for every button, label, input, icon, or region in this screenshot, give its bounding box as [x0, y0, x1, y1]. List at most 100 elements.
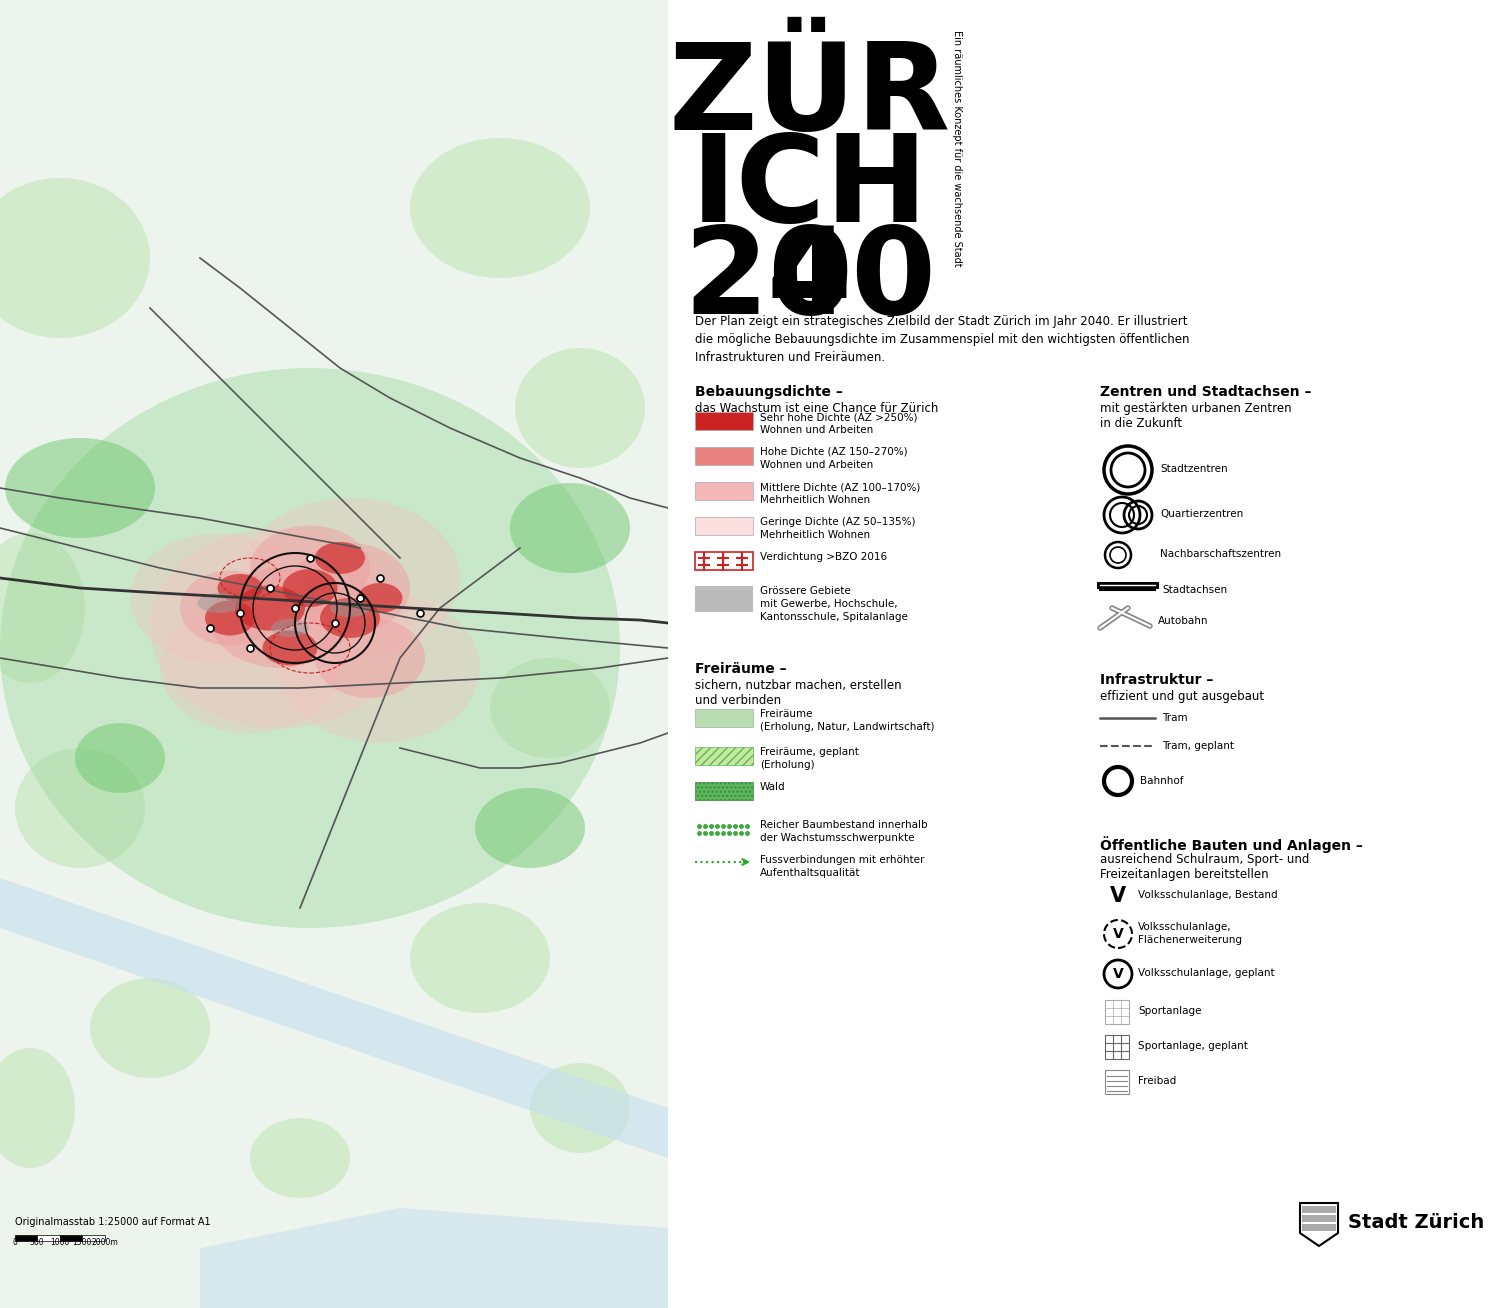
Ellipse shape: [150, 528, 410, 729]
Bar: [1106, 1035, 1130, 1059]
Text: Fussverbindungen mit erhöhter: Fussverbindungen mit erhöhter: [760, 855, 924, 865]
Polygon shape: [1300, 1203, 1338, 1247]
Bar: [15, 1235, 38, 1241]
Ellipse shape: [290, 543, 410, 633]
Text: Verdichtung >BZO 2016: Verdichtung >BZO 2016: [760, 552, 886, 562]
Text: Volksschulanlage, geplant: Volksschulanlage, geplant: [1138, 968, 1275, 978]
Text: Bebauungsdichte –: Bebauungsdichte –: [694, 385, 843, 399]
Text: Freizeitanlagen bereitstellen: Freizeitanlagen bereitstellen: [1100, 869, 1269, 882]
Bar: [1106, 1070, 1130, 1093]
Ellipse shape: [476, 787, 585, 869]
Ellipse shape: [15, 748, 146, 869]
Ellipse shape: [75, 723, 165, 793]
Text: Infrastrukturen und Freiräumen.: Infrastrukturen und Freiräumen.: [694, 351, 885, 364]
Text: Autobahn: Autobahn: [1158, 616, 1209, 627]
Text: Freiräume, geplant: Freiräume, geplant: [760, 747, 859, 757]
Text: Originalmasstab 1:25000 auf Format A1: Originalmasstab 1:25000 auf Format A1: [15, 1216, 210, 1227]
Polygon shape: [200, 1209, 668, 1308]
Bar: [1302, 1206, 1336, 1213]
Ellipse shape: [282, 569, 338, 607]
Text: Hohe Dichte (AZ 150–270%): Hohe Dichte (AZ 150–270%): [760, 447, 908, 456]
Text: V: V: [1113, 967, 1124, 981]
Text: Mehrheitlich Wohnen: Mehrheitlich Wohnen: [760, 530, 870, 540]
Ellipse shape: [4, 438, 154, 538]
Ellipse shape: [320, 598, 380, 638]
Text: Volksschulanlage,: Volksschulanlage,: [1138, 922, 1232, 933]
Text: V: V: [1113, 927, 1124, 940]
Ellipse shape: [357, 583, 402, 613]
Bar: [694, 709, 753, 727]
Text: Sehr hohe Dichte (AZ >250%): Sehr hohe Dichte (AZ >250%): [760, 412, 918, 422]
Text: Mittlere Dichte (AZ 100–170%): Mittlere Dichte (AZ 100–170%): [760, 483, 921, 492]
Text: Quartierzentren: Quartierzentren: [1160, 509, 1244, 519]
Ellipse shape: [315, 617, 424, 698]
Text: sichern, nutzbar machen, erstellen: sichern, nutzbar machen, erstellen: [694, 679, 902, 692]
Text: Grössere Gebiete: Grössere Gebiete: [760, 586, 850, 596]
Text: Geringe Dichte (AZ 50–135%): Geringe Dichte (AZ 50–135%): [760, 517, 915, 527]
Text: Öffentliche Bauten und Anlagen –: Öffentliche Bauten und Anlagen –: [1100, 836, 1364, 853]
Text: ICH: ICH: [692, 129, 928, 247]
Text: Zentren und Stadtachsen –: Zentren und Stadtachsen –: [1100, 385, 1311, 399]
Text: effizient und gut ausgebaut: effizient und gut ausgebaut: [1100, 691, 1264, 702]
Bar: [694, 412, 753, 430]
Text: Kantonsschule, Spitalanlage: Kantonsschule, Spitalanlage: [760, 612, 908, 623]
Ellipse shape: [0, 368, 620, 927]
Ellipse shape: [251, 526, 370, 611]
Text: ausreichend Schulraum, Sport- und: ausreichend Schulraum, Sport- und: [1100, 853, 1310, 866]
Ellipse shape: [206, 600, 255, 636]
Text: Mehrheitlich Wohnen: Mehrheitlich Wohnen: [760, 494, 870, 505]
Text: Stadtachsen: Stadtachsen: [1162, 585, 1227, 595]
Ellipse shape: [0, 532, 86, 683]
Text: 1000: 1000: [51, 1237, 69, 1247]
Ellipse shape: [490, 658, 610, 759]
Text: Volksschulanlage, Bestand: Volksschulanlage, Bestand: [1138, 889, 1278, 900]
Text: Tram: Tram: [1162, 713, 1188, 723]
Ellipse shape: [410, 139, 590, 279]
Text: Freiräume: Freiräume: [760, 709, 813, 719]
Bar: [38, 1235, 60, 1241]
Text: 40: 40: [766, 222, 938, 339]
Text: 20: 20: [682, 222, 853, 339]
Text: Sportanlage, geplant: Sportanlage, geplant: [1138, 1041, 1248, 1052]
Ellipse shape: [530, 1063, 630, 1152]
Text: und verbinden: und verbinden: [694, 695, 782, 708]
Text: V: V: [1110, 886, 1126, 906]
Text: Flächenerweiterung: Flächenerweiterung: [1138, 935, 1242, 944]
Bar: [668, 0, 1500, 1308]
Text: Freiräume –: Freiräume –: [694, 662, 786, 676]
Text: der Wachstumsschwerpunkte: der Wachstumsschwerpunkte: [760, 833, 915, 842]
Text: mit gestärkten urbanen Zentren: mit gestärkten urbanen Zentren: [1100, 402, 1292, 415]
Text: Reicher Baumbestand innerhalb: Reicher Baumbestand innerhalb: [760, 820, 927, 831]
Ellipse shape: [280, 593, 480, 743]
Ellipse shape: [160, 603, 340, 732]
Text: das Wachstum ist eine Chance für Zürich: das Wachstum ist eine Chance für Zürich: [694, 402, 939, 415]
Text: Wohnen und Arbeiten: Wohnen und Arbeiten: [760, 460, 873, 470]
Bar: [694, 447, 753, 466]
Bar: [694, 552, 753, 570]
Ellipse shape: [315, 542, 364, 574]
Bar: [694, 747, 753, 765]
Text: 2000m: 2000m: [92, 1237, 118, 1247]
Ellipse shape: [272, 619, 309, 637]
Text: Freibad: Freibad: [1138, 1076, 1176, 1086]
Text: Tram, geplant: Tram, geplant: [1162, 742, 1234, 751]
Polygon shape: [0, 878, 668, 1158]
Ellipse shape: [130, 532, 310, 663]
Ellipse shape: [330, 599, 370, 617]
Bar: [694, 517, 753, 535]
Bar: [694, 483, 753, 500]
Bar: [82, 1235, 105, 1241]
Text: die mögliche Bebauungsdichte im Zusammenspiel mit den wichtigsten öffentlichen: die mögliche Bebauungsdichte im Zusammen…: [694, 334, 1190, 347]
Bar: [60, 1235, 82, 1241]
Ellipse shape: [217, 574, 262, 602]
Text: (Erholung): (Erholung): [760, 760, 814, 770]
Ellipse shape: [514, 348, 645, 468]
Text: (Erholung, Natur, Landwirtschaft): (Erholung, Natur, Landwirtschaft): [760, 722, 934, 732]
Ellipse shape: [210, 568, 350, 668]
Text: Aufenthaltsqualität: Aufenthaltsqualität: [760, 869, 861, 878]
Bar: [694, 782, 753, 800]
Ellipse shape: [262, 630, 318, 666]
Bar: [0, 0, 668, 1308]
Text: Wald: Wald: [760, 782, 786, 793]
Text: Sportanlage: Sportanlage: [1138, 1006, 1202, 1016]
